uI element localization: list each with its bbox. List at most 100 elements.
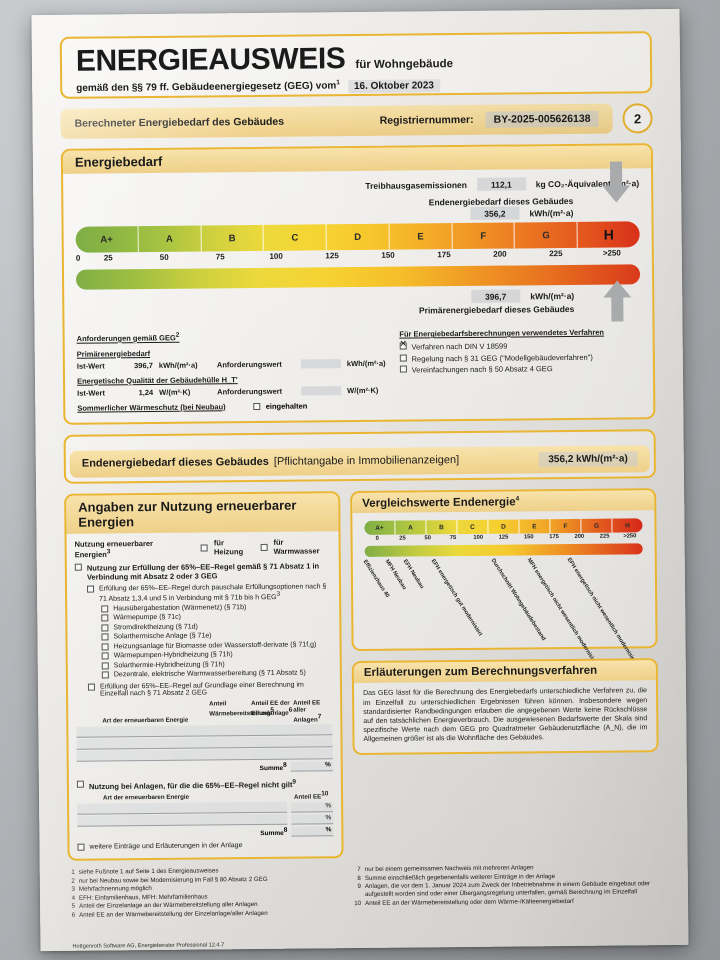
checkbox-case-rule[interactable] — [87, 683, 96, 691]
anforderung-value-field[interactable] — [300, 358, 341, 369]
footnote-num: 7 — [357, 866, 361, 874]
th-nonrule-ee: Anteil EE10 — [294, 790, 329, 801]
checkbox-flat-6[interactable] — [101, 662, 109, 670]
flat-option-1[interactable]: Wärmepumpe (§ 71c) — [101, 613, 331, 622]
method-heading: Für Energiebedarfsberechnungen verwendet… — [399, 327, 605, 339]
flat-option-4[interactable]: Heizungsanlage für Biomasse oder Wassers… — [101, 641, 332, 651]
tick-over250: >250 — [602, 248, 621, 258]
footnotes-left: 1 siehe Fußnote 1 auf Seite 1 des Energie… — [68, 866, 344, 920]
case-rule-row[interactable]: Erfüllung der 65%–EE–Regel auf Grundlage… — [87, 682, 332, 698]
flat-option-6[interactable]: Solarthermie-Hybridheizung (§ 71h) — [101, 660, 332, 670]
renewables-table-row[interactable] — [76, 748, 333, 763]
mandatory-bold-label: Endenergiebedarf dieses Gebäudes — [81, 455, 269, 470]
footnote-text: Anteil EE an der Wärmebereitstellung der… — [79, 909, 268, 919]
mandatory-band-box: Endenergiebedarf dieses Gebäudes [Pflich… — [63, 428, 656, 484]
checkbox-flat-3[interactable] — [101, 633, 109, 641]
flat-option-7[interactable]: Dezentrale, elektrische Warmwasserbereit… — [101, 670, 332, 679]
flat-option-0[interactable]: Hausübergabestation (Wärmenetz) (§ 71b) — [101, 603, 331, 613]
energy-certificate-sheet: ENERGIEAUSWEIS für Wohngebäude gemäß den… — [31, 8, 689, 952]
nonrule-percent: % — [291, 814, 334, 825]
nonrule-table-row[interactable] — [77, 813, 288, 827]
checkbox-heating[interactable] — [200, 544, 208, 552]
energy-demand-panel: Energiebedarf Treibhausgasemissionen 112… — [60, 143, 656, 425]
summer-protection-option: eingehalten — [265, 401, 308, 411]
explanations-text: Das GEG lässt für die Berechnung des Ene… — [363, 687, 648, 744]
checkbox-flat-2[interactable] — [101, 624, 109, 632]
law-date: 16. Oktober 2023 — [347, 78, 441, 93]
requirements-row: Anforderungen gemäß GEG2 Primärenergiebe… — [76, 327, 642, 413]
tick-225: 225 — [549, 249, 563, 259]
ist-label: Ist-Wert — [76, 360, 105, 371]
rule-flat-row[interactable]: Erfüllung der 65%–EE–Regel durch pauscha… — [87, 583, 331, 603]
comparison-labels: Effizienzhaus 40 MFH Neubau EFH Neubau E… — [359, 557, 650, 666]
primary-demand-heading: Primärenergiebedarf — [76, 348, 151, 359]
tick-150: 150 — [381, 250, 395, 260]
scale-class-c: C — [263, 224, 327, 251]
nonrule-row[interactable]: Nutzung bei Anlagen, für die die 65%–EE–… — [76, 778, 333, 791]
title-subtitle: für Wohngebäude — [355, 58, 454, 72]
registration-key: Registriernummer: — [379, 113, 474, 127]
renewables-table-header: Art der erneuerbaren Energie Anteil Wärm… — [76, 700, 332, 727]
hull-ist-unit: W/(m²·K) — [159, 387, 191, 397]
label-heating: für Heizung — [213, 538, 244, 557]
method-option-din[interactable]: Verfahren nach DIN V 18599 — [399, 340, 640, 351]
anforderung-unit: kWh/(m²·a) — [346, 358, 386, 368]
energy-class-scale: A+ A B C D E F G H — [75, 221, 640, 253]
ist-value: 396,7 — [134, 360, 153, 370]
further-entries-row[interactable]: weitere Einträge und Erläuterungen in de… — [77, 842, 333, 851]
end-energy-value: 356,2 — [470, 206, 520, 220]
hull-quality-heading: Energetische Qualität der Gebäudehülle H… — [76, 374, 238, 386]
end-energy-arrow-down-icon — [602, 161, 631, 203]
tick-25: 25 — [103, 253, 113, 263]
label-flat-2: Stromdirektheizung (§ 71d) — [113, 623, 198, 632]
summer-protection-checkbox[interactable] — [253, 402, 261, 410]
renewables-usage-label: Nutzung erneuerbarer Energien3 — [74, 538, 153, 559]
flat-option-5[interactable]: Wärmepumpen-Hybridheizung (§ 71h) — [101, 651, 332, 660]
footnote-num: 2 — [71, 877, 75, 885]
footnote-item: 9 Anlagen, die vor dem 1. Januar 2024 zum… — [354, 880, 660, 899]
nonrule-sum-label: Summe8 — [260, 826, 288, 838]
comparison-title: Vergleichswerte Endenergie4 — [352, 489, 655, 514]
checkbox-nonrule[interactable] — [76, 780, 84, 788]
explanations-panel: Erläuterungen zum Berechnungsverfahren D… — [351, 658, 659, 755]
law-footnote-marker: 1 — [336, 79, 340, 87]
method-checkbox-din[interactable] — [399, 342, 407, 350]
hull-anforderung-unit: W/(m²·K) — [347, 385, 379, 395]
cmp-tick-175: 175 — [549, 534, 559, 541]
cmp-tick-225: 225 — [599, 533, 610, 541]
nonrule-table-row[interactable] — [77, 801, 288, 815]
checkbox-flat-7[interactable] — [101, 671, 109, 679]
footnote-num: 5 — [71, 903, 76, 911]
scale-class-h: H — [603, 226, 614, 243]
cmp-label-5: MFH energetisch nicht wesentlich moderni… — [525, 557, 599, 667]
flat-option-3[interactable]: Solarthermische Anlage (§ 71e) — [101, 632, 331, 641]
checkbox-flat-5[interactable] — [101, 652, 109, 660]
th-ee-einzelanlage: Anteil EE der Einzelanlage6 — [251, 700, 293, 718]
footnote-num: 4 — [71, 894, 76, 902]
checkbox-hotwater[interactable] — [260, 543, 268, 551]
checkbox-further-entries[interactable] — [77, 843, 85, 851]
lower-columns: Angaben zur Nutzung erneuerbarer Energie… — [64, 487, 660, 862]
checkbox-flat-0[interactable] — [101, 605, 109, 613]
hull-anforderung-value-field[interactable] — [301, 385, 342, 396]
cmp-tick-200: 200 — [574, 534, 585, 541]
checkbox-rule-main[interactable] — [74, 563, 82, 571]
method-block: Für Energiebedarfsberechnungen verwendet… — [399, 327, 641, 409]
scale-class-g: G — [515, 221, 579, 249]
rule-main-row[interactable]: Nutzung zur Erfüllung der 65%–EE–Regel g… — [74, 561, 331, 582]
nonrule-sum-row: Summe8 % — [77, 826, 334, 839]
checkbox-flat-4[interactable] — [101, 643, 109, 651]
checkbox-flat-1[interactable] — [101, 614, 109, 622]
method-option-vereinfachung[interactable]: Vereinfachungen nach § 50 Absatz 4 GEG — [399, 363, 641, 374]
method-checkbox-vereinfachung[interactable] — [399, 365, 407, 373]
label-flat-6: Solarthermie-Hybridheizung (§ 71h) — [113, 661, 225, 670]
label-flat-3: Solarthermische Anlage (§ 71e) — [113, 632, 212, 641]
hull-ist-label: Ist-Wert — [77, 387, 105, 398]
end-energy-unit: kWh/(m²·a) — [529, 207, 574, 218]
footnotes-right: 7 nur bei einem gemeinsamen Nachweis mit … — [354, 863, 660, 917]
checkbox-rule-flat[interactable] — [87, 585, 95, 593]
method-checkbox-modell[interactable] — [399, 354, 407, 362]
method-option-modell[interactable]: Regelung nach § 31 GEG ("Modellgebäudeve… — [399, 352, 641, 363]
flat-option-2[interactable]: Stromdirektheizung (§ 71d) — [101, 622, 331, 632]
scale-class-d: D — [326, 223, 390, 251]
